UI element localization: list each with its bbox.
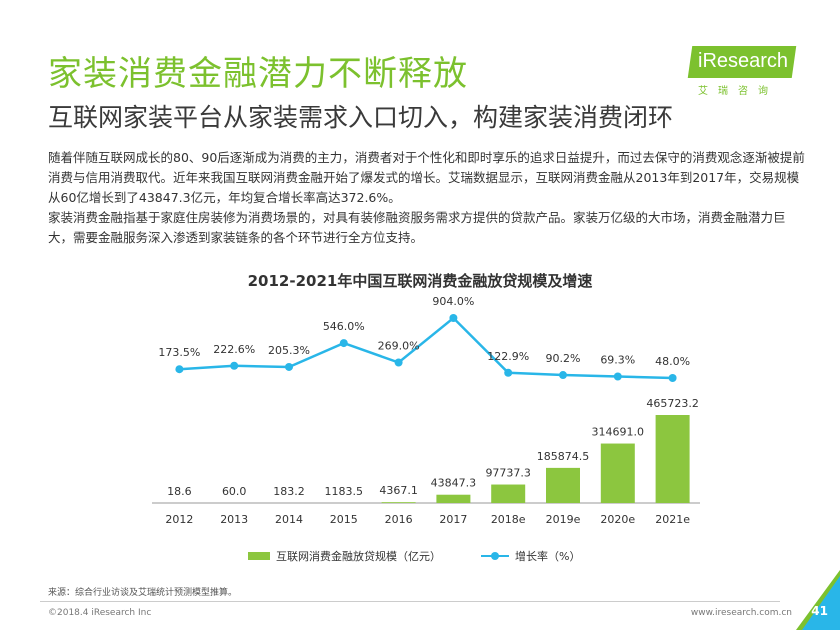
page-number: 41	[811, 604, 828, 618]
growth-rate-point	[230, 361, 239, 370]
growth-rate-point	[285, 362, 293, 371]
x-tick-label: 2012	[165, 513, 193, 526]
bar-value-label: 465723.2	[646, 397, 699, 410]
growth-rate-point	[449, 314, 458, 322]
bar	[491, 484, 526, 503]
body-text: 随着伴随互联网成长的80、90后逐渐成为消费的主力，消费者对于个性化和即时享乐的…	[48, 148, 808, 248]
website-url: www.iresearch.com.cn	[690, 608, 792, 618]
bar-value-label: 314691.0	[592, 426, 645, 439]
growth-rate-label: 90.2%	[546, 352, 581, 365]
iresearch-logo: iResearch 艾瑞咨询	[687, 46, 810, 97]
growth-rate-point	[504, 368, 513, 377]
bar-value-label: 185874.5	[537, 450, 590, 463]
copyright: ©2018.4 iResearch Inc	[48, 608, 152, 618]
growth-rate-label: 546.0%	[323, 320, 365, 333]
growth-rate-label: 69.3%	[600, 354, 635, 367]
chart-legend: 互联网消费金融放贷规模（亿元） 增长率（%）	[248, 548, 580, 564]
x-tick-label: 2014	[275, 513, 303, 526]
legend-bar-swatch	[248, 552, 270, 560]
bar	[546, 467, 580, 503]
growth-rate-label: 222.6%	[213, 343, 255, 356]
logo-subtitle: 艾瑞咨询	[698, 86, 778, 97]
legend-line-dot	[491, 552, 499, 560]
bar-value-label: 1183.5	[325, 485, 364, 498]
legend-bar-label: 互联网消费金融放贷规模（亿元）	[276, 550, 441, 563]
growth-rate-point	[339, 339, 348, 348]
growth-rate-point	[668, 374, 677, 382]
bar-value-label: 43847.3	[431, 477, 477, 490]
growth-rate-point	[394, 358, 403, 367]
corner-triangle	[796, 570, 840, 630]
logo-name: iResearch	[698, 50, 789, 72]
bar-value-label: 18.6	[167, 485, 192, 498]
bar	[655, 415, 690, 503]
bar-value-label: 97737.3	[485, 467, 531, 480]
legend-line-swatch	[481, 552, 509, 560]
body-paragraph-1: 随着伴随互联网成长的80、90后逐渐成为消费的主力，消费者对于个性化和即时享乐的…	[48, 150, 805, 205]
growth-rate-label: 173.5%	[158, 346, 200, 359]
growth-rate-line	[179, 316, 673, 380]
x-tick-label: 2018e	[491, 513, 526, 526]
bar-value-label: 60.0	[222, 485, 247, 498]
bar	[600, 443, 635, 503]
body-paragraph-2: 家装消费金融指基于家庭住房装修为消费场景的，对具有装修融资服务需求方提供的贷款产…	[48, 210, 786, 245]
x-tick-label: 2020e	[600, 513, 635, 526]
growth-rate-point	[175, 365, 184, 374]
x-tick-label: 2017	[439, 513, 467, 526]
footer-divider	[40, 601, 780, 602]
page-title: 家装消费金融潜力不断释放	[48, 54, 468, 94]
growth-rate-label: 205.3%	[268, 344, 310, 357]
x-tick-label: 2019e	[546, 513, 581, 526]
growth-rate-point	[613, 372, 622, 381]
bar-value-label: 4367.1	[379, 484, 418, 497]
growth-rate-label: 904.0%	[432, 295, 474, 308]
x-tick-label: 2016	[385, 513, 413, 526]
growth-rate-label: 269.0%	[378, 340, 420, 353]
x-tick-label: 2021e	[655, 513, 690, 526]
chart-title: 2012-2021年中国互联网消费金融放贷规模及增速	[247, 272, 593, 290]
bar	[436, 494, 471, 503]
page-subtitle: 互联网家装平台从家装需求入口切入，构建家装消费闭环	[48, 103, 674, 132]
bar-value-label: 183.2	[273, 485, 305, 498]
growth-rate-point	[559, 371, 567, 380]
source-note: 来源：综合行业访谈及艾瑞统计预测模型推算。	[48, 588, 238, 598]
x-tick-label: 2015	[330, 513, 358, 526]
growth-rate-label: 122.9%	[487, 350, 529, 363]
growth-rate-label: 48.0%	[655, 355, 690, 368]
bar	[381, 502, 416, 503]
x-tick-label: 2013	[220, 513, 248, 526]
legend-line-label: 增长率（%）	[515, 550, 581, 563]
